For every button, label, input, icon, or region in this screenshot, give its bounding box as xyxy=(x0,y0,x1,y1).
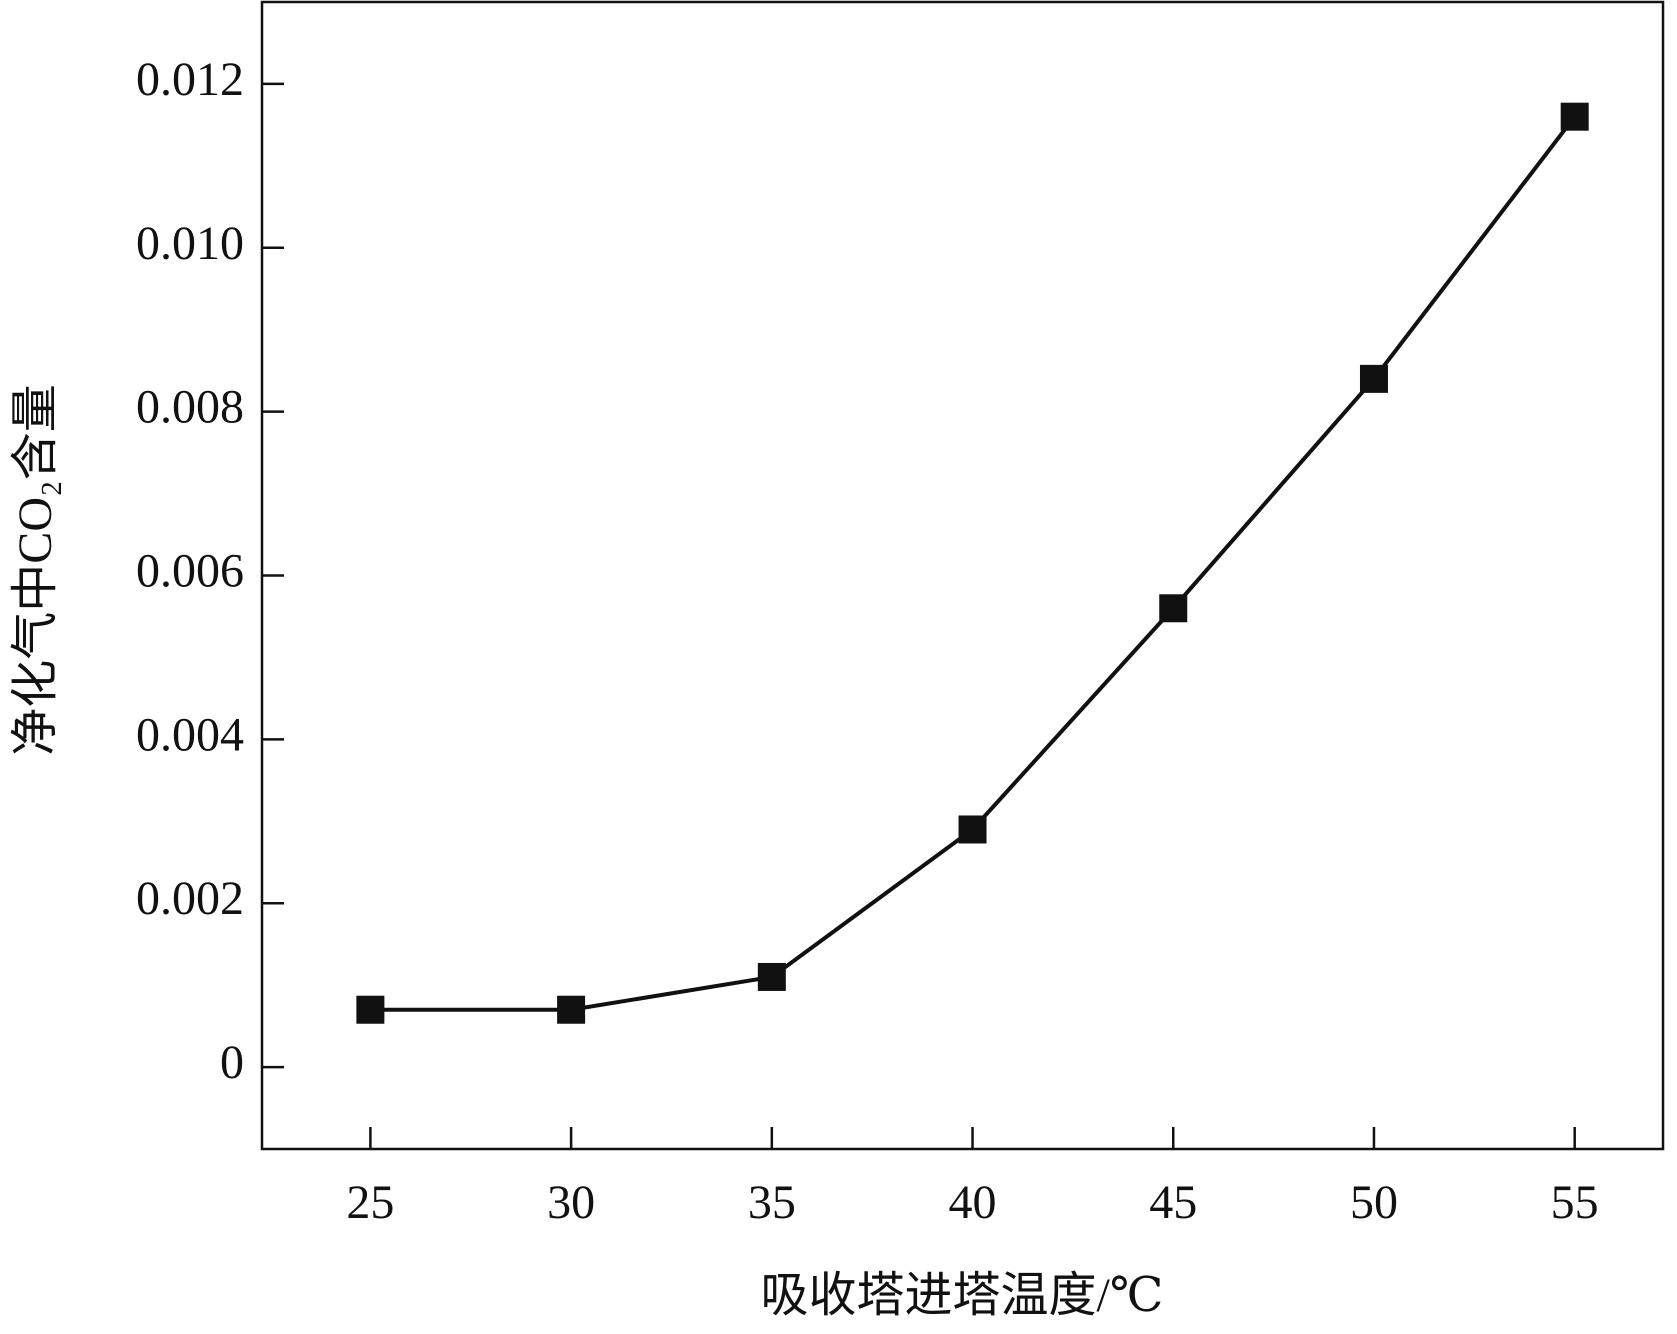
y-tick-label: 0.010 xyxy=(136,217,244,270)
y-tick-label: 0.012 xyxy=(136,53,244,106)
line xyxy=(370,115,1577,1012)
y-tick-label: 0.006 xyxy=(136,545,244,598)
x-tick-label: 40 xyxy=(949,1176,997,1229)
x-tick-label: 30 xyxy=(547,1176,595,1229)
marker xyxy=(356,995,385,1024)
x-tick-label: 45 xyxy=(1149,1176,1197,1229)
y-tick-label: 0.008 xyxy=(136,381,244,434)
marker xyxy=(1159,594,1188,623)
marker xyxy=(757,962,786,991)
y-axis-label: 净化气中CO₂含量 xyxy=(9,384,62,755)
marker xyxy=(958,815,987,844)
y-tick-label: 0.004 xyxy=(136,708,244,761)
marker xyxy=(1560,102,1589,131)
x-tick-label: 35 xyxy=(748,1176,796,1229)
x-axis-label: 吸收塔进塔温度/℃ xyxy=(760,1269,1163,1322)
y-tick-label: 0.002 xyxy=(136,872,244,925)
x-tick-label: 55 xyxy=(1551,1176,1599,1229)
plot-frame xyxy=(260,0,1665,1151)
y-tick-label: 0 xyxy=(220,1036,244,1089)
marker xyxy=(557,995,586,1024)
x-tick-label: 25 xyxy=(346,1176,394,1229)
x-tick-label: 50 xyxy=(1350,1176,1398,1229)
marker xyxy=(1359,364,1388,393)
